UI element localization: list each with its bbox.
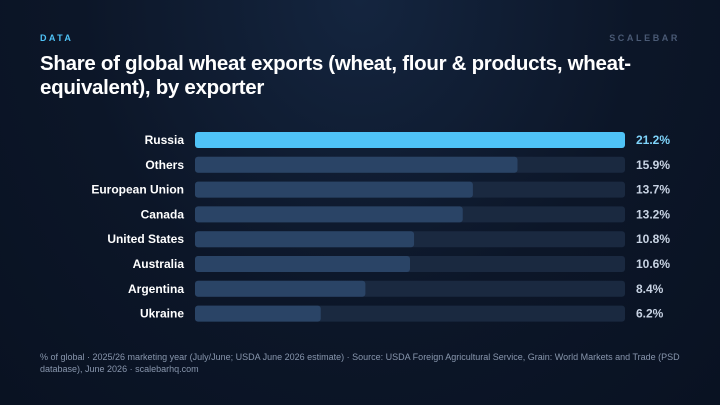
chart-title: Share of global wheat exports (wheat, fl…: [40, 52, 631, 99]
bar-others: [195, 156, 518, 173]
value-label-argentina: 8.4%: [636, 282, 664, 296]
bar-australia: [195, 256, 410, 272]
value-label-european-union: 13.7%: [636, 183, 670, 197]
bar-argentina: [195, 280, 366, 297]
category-label-canada: Canada: [141, 207, 185, 221]
value-label-others: 15.9%: [636, 158, 670, 172]
category-label-argentina: Argentina: [128, 282, 184, 296]
value-label-russia: 21.2%: [636, 133, 670, 147]
bar-european-union: [195, 181, 473, 198]
category-label-ukraine: Ukraine: [140, 307, 184, 321]
category-label-russia: Russia: [145, 133, 185, 147]
category-label-european-union: European Union: [91, 183, 184, 197]
footnote: % of global · 2025/26 marketing year (Ju…: [40, 352, 680, 374]
value-label-canada: 13.2%: [636, 207, 670, 221]
category-label-united-states: United States: [107, 232, 184, 246]
bar-ukraine: [195, 305, 321, 322]
value-label-ukraine: 6.2%: [636, 307, 664, 321]
brand-logo: SCALEBAR: [609, 33, 680, 43]
bar-canada: [195, 206, 463, 223]
category-label-australia: Australia: [133, 257, 185, 271]
value-label-australia: 10.6%: [636, 257, 670, 271]
category-label-others: Others: [145, 158, 184, 172]
bar-united-states: [195, 231, 415, 248]
value-label-united-states: 10.8%: [636, 232, 670, 246]
bar-russia: [195, 132, 625, 148]
kicker-label: DATA: [40, 33, 74, 43]
